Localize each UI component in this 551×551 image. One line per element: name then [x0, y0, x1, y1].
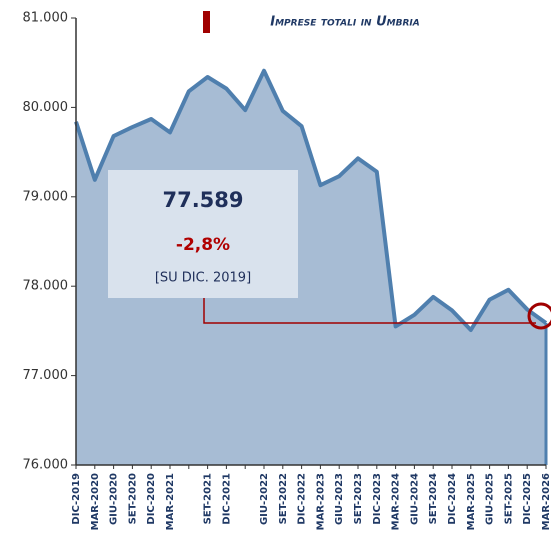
- x-tick-label: SET-2021: [203, 473, 214, 524]
- x-tick-label: GIU-2020: [109, 473, 120, 525]
- annotation-value: 77.589: [162, 188, 243, 212]
- annotation-note: [SU DIC. 2019]: [155, 271, 251, 286]
- x-tick-label: DIC-2020: [146, 473, 157, 525]
- x-tick-label: DIC-2021: [221, 473, 232, 525]
- x-tick-label: GIU-2023: [334, 473, 345, 525]
- y-tick-label: 80.000: [23, 100, 69, 115]
- x-tick-label: MAR-2026: [541, 473, 551, 530]
- x-tick-label: MAR-2025: [466, 473, 477, 530]
- y-tick-label: 81.000: [23, 11, 69, 26]
- y-tick-label: 77.000: [23, 368, 69, 383]
- x-tick-label: MAR-2024: [391, 473, 402, 530]
- last-point-marker: [527, 302, 551, 330]
- y-tick-label: 76.000: [23, 458, 69, 473]
- x-tick-label: MAR-2020: [90, 473, 101, 530]
- y-tick-label: 78.000: [23, 279, 69, 294]
- x-tick-label: DIC-2023: [372, 473, 383, 525]
- x-tick-label: DIC-2024: [447, 473, 458, 525]
- x-tick-label: SET-2025: [503, 473, 514, 524]
- y-tick-label: 79.000: [23, 189, 69, 204]
- x-tick-label: GIU-2025: [485, 473, 496, 525]
- x-tick-label: DIC-2025: [522, 473, 533, 525]
- x-tick-label: GIU-2024: [409, 473, 420, 525]
- x-tick-label: DIC-2019: [71, 473, 82, 525]
- annotation-box: [108, 170, 298, 298]
- x-tick-label: SET-2024: [428, 473, 439, 524]
- x-tick-label: SET-2020: [127, 473, 138, 524]
- chart-title: Imprese totali in Umbria: [270, 15, 419, 30]
- annotation-change: -2,8%: [176, 235, 230, 255]
- title-marker: [203, 11, 210, 33]
- x-tick-label: DIC-2022: [297, 473, 308, 525]
- line: [74, 68, 548, 333]
- x-tick-label: MAR-2021: [165, 473, 176, 530]
- x-tick-label: SET-2022: [278, 473, 289, 524]
- area: [76, 70, 546, 465]
- x-tick-label: SET-2023: [353, 473, 364, 524]
- x-tick-label: MAR-2023: [315, 473, 326, 530]
- callout-line: [203, 298, 536, 324]
- x-tick-label: GIU-2022: [259, 473, 270, 525]
